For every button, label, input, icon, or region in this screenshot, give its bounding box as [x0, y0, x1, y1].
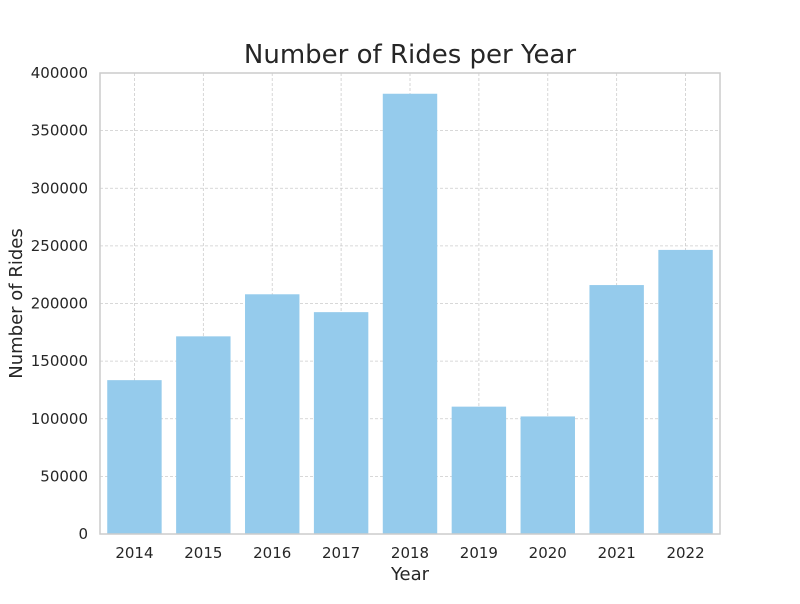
- x-tick-label: 2018: [391, 544, 429, 562]
- x-tick-label: 2015: [184, 544, 222, 562]
- x-axis-label: Year: [390, 564, 430, 585]
- bar-2017: [313, 312, 369, 534]
- x-tick-label: 2021: [598, 544, 636, 562]
- bar-2022: [658, 249, 713, 534]
- bar-2014: [107, 380, 162, 534]
- bar-2020: [520, 416, 575, 534]
- y-tick-label: 100000: [31, 410, 88, 428]
- y-tick-label: 250000: [31, 237, 88, 255]
- x-tick-label: 2022: [666, 544, 704, 562]
- chart-title: Number of Rides per Year: [244, 40, 576, 70]
- y-tick-label: 300000: [31, 179, 88, 197]
- bar-2015: [176, 336, 231, 534]
- y-tick-label: 200000: [31, 295, 88, 313]
- x-tick-label: 2020: [529, 544, 567, 562]
- y-tick-label: 50000: [40, 467, 88, 485]
- bar-2016: [245, 294, 300, 534]
- y-tick-label: 0: [78, 525, 88, 543]
- bar-layer: [107, 93, 713, 535]
- x-tick-labels: 2014 2015 2016 2017 2018 2019 2020 2021 2022: [115, 544, 704, 562]
- x-tick-label: 2019: [460, 544, 498, 562]
- y-tick-label: 400000: [31, 64, 88, 82]
- plot-frame: [99, 72, 721, 535]
- x-tick-label: 2016: [253, 544, 291, 562]
- y-tick-labels: 0 50000 100000 150000 200000 250000 300000 3500…: [31, 64, 88, 543]
- x-tick-label: 2014: [115, 544, 153, 562]
- bar-2019: [451, 406, 507, 534]
- y-tick-label: 350000: [31, 122, 88, 140]
- x-tick-label: 2017: [322, 544, 360, 562]
- bar-2018: [382, 93, 438, 535]
- bar-2021: [589, 285, 644, 534]
- y-tick-label: 150000: [31, 352, 88, 370]
- y-axis-label: Number of Rides: [6, 228, 27, 379]
